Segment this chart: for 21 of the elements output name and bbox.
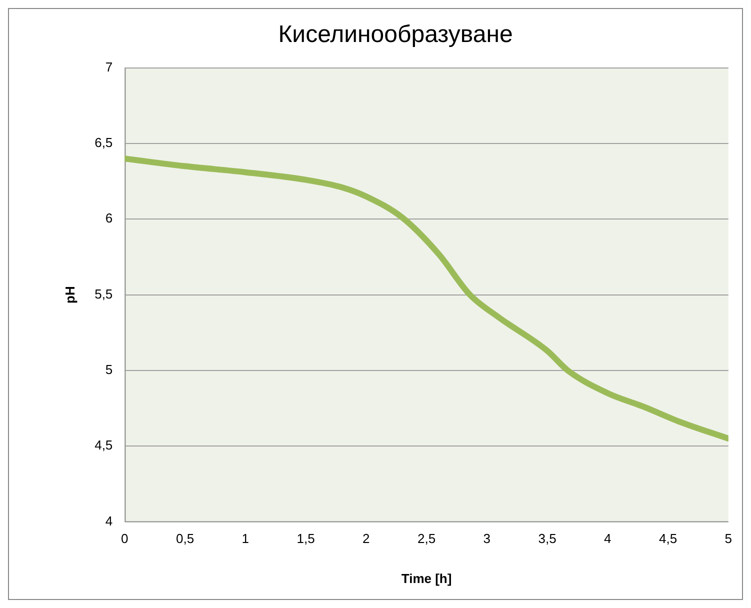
y-tick-label: 6 [105,210,113,226]
x-tick-label: 2 [362,531,370,546]
x-tick-label: 3,5 [538,531,556,546]
x-tick-label: 4 [604,531,612,546]
x-tick-label: 1 [242,531,250,546]
y-tick-label: 5 [105,362,113,378]
x-tick-label: 3 [483,531,491,546]
chart-title: Киселинообразуване [278,21,513,48]
x-axis-title: Time [h] [401,570,452,586]
x-tick-label: 2,5 [417,531,436,546]
y-tick-label: 7 [105,59,113,74]
x-tick-label: 1,5 [296,531,315,546]
x-tick-label: 0,5 [176,531,194,546]
x-tick-label: 5 [724,531,732,546]
y-axis-title: pH [62,286,78,304]
y-tick-label: 6,5 [94,135,113,150]
y-tick-label: 5,5 [94,286,113,302]
y-tick-label: 4,5 [94,438,113,453]
x-tick-label: 0 [121,531,128,546]
x-tick-label: 4,5 [658,531,678,546]
y-tick-label: 4 [105,513,113,528]
